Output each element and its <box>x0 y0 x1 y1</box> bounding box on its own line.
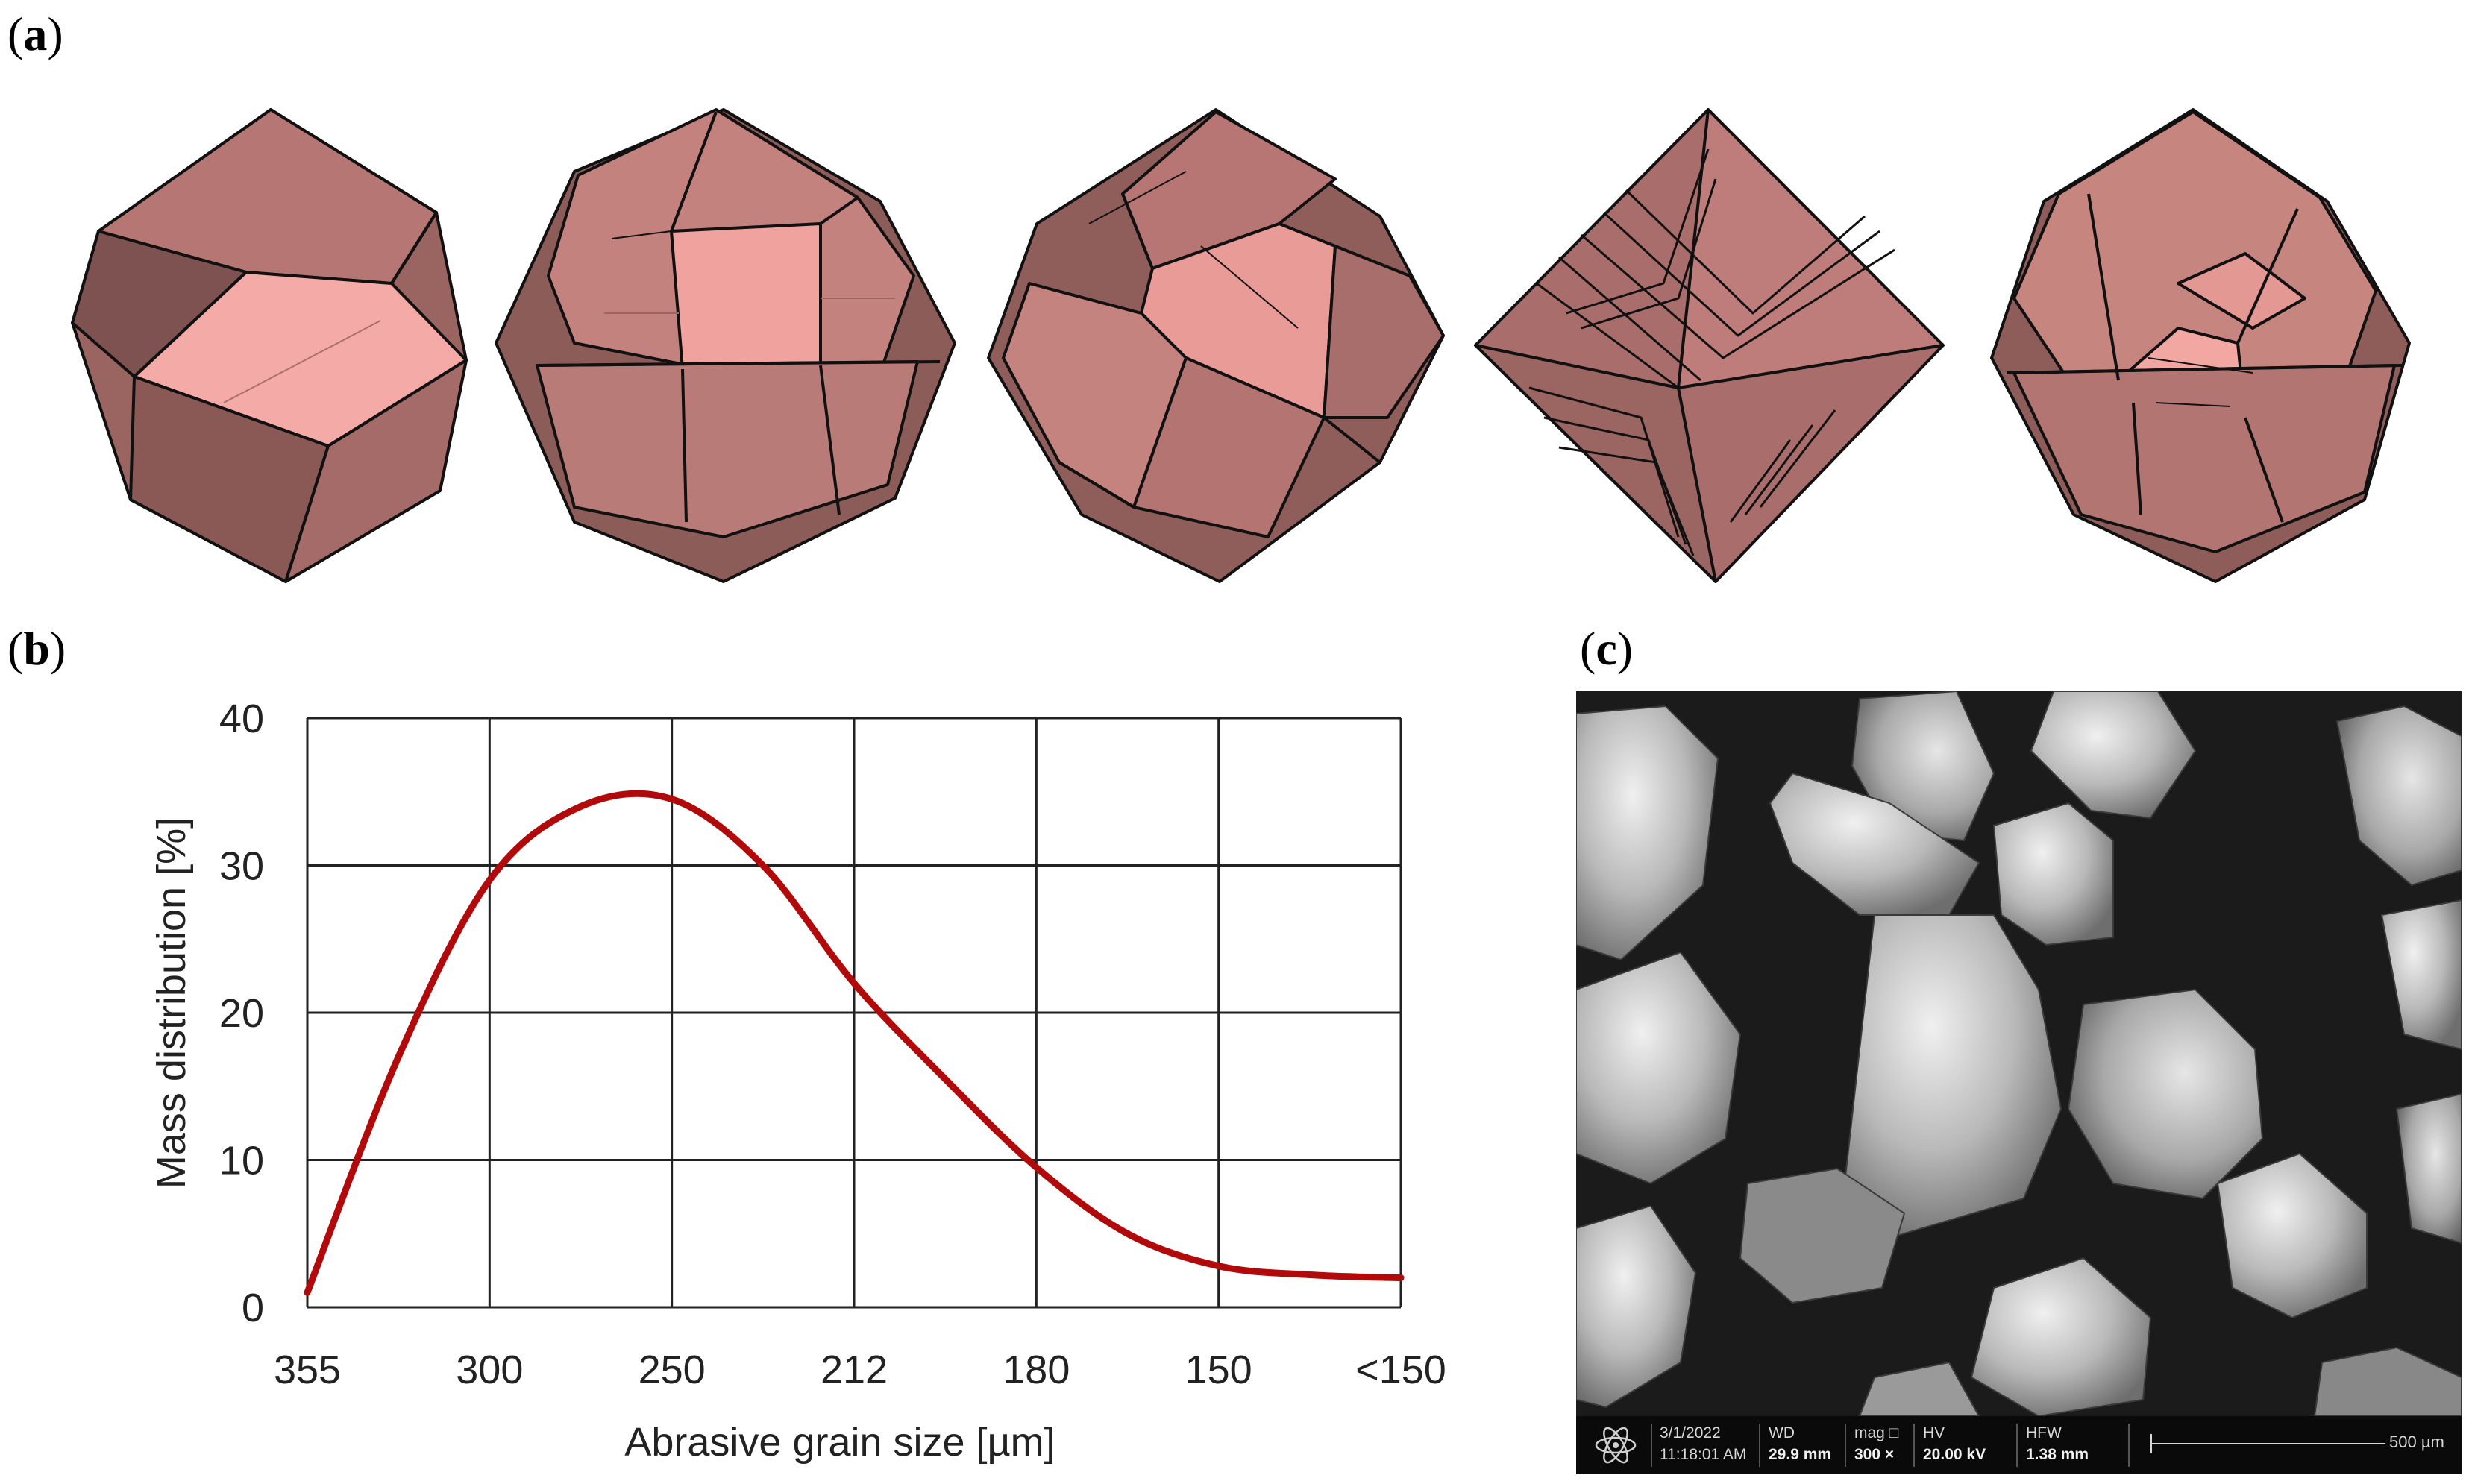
sem-mag: mag □ 300 × <box>1854 1424 1899 1463</box>
sem-grain <box>1970 1257 2152 1416</box>
sem-grain <box>1576 705 1719 961</box>
sem-grain <box>2030 691 2197 820</box>
sem-hv: HV 20.00 kV <box>1923 1424 1986 1463</box>
sem-scale-label: 500 µm <box>2389 1433 2444 1451</box>
layered-octahedral-crystal-icon <box>1474 108 1945 583</box>
series-line <box>304 790 1405 1296</box>
sem-grain <box>2335 705 2462 887</box>
atom-icon <box>1595 1427 1637 1464</box>
panel-label-b: (b) <box>7 622 66 675</box>
sem-grain <box>2216 1152 2368 1319</box>
chart-grid <box>306 717 1402 1309</box>
panel-label-a: (a) <box>7 7 63 60</box>
sem-grain <box>2313 1346 2462 1416</box>
x-tick-label: 250 <box>639 1348 706 1392</box>
panel-label-c: (c) <box>1580 622 1634 675</box>
x-tick-label: 355 <box>274 1348 341 1392</box>
crystal-panel <box>71 108 2411 583</box>
sem-info-bar: 3/1/2022 11:18:01 AM WD 29.9 mm mag □ 300 ×… <box>1576 1416 2462 1474</box>
sem-grain <box>2395 1092 2462 1245</box>
x-tick-label: 212 <box>821 1348 888 1392</box>
sem-wd: WD 29.9 mm <box>1769 1424 1832 1463</box>
sem-datetime: 3/1/2022 11:18:01 AM <box>1660 1424 1747 1463</box>
sem-grain <box>2380 899 2462 1051</box>
sem-micrograph: 3/1/2022 11:18:01 AM WD 29.9 mm mag □ 300 ×… <box>1576 691 2462 1474</box>
sem-hfw: HFW 1.38 mm <box>2026 1424 2089 1463</box>
sem-grain <box>1858 1361 1980 1416</box>
rhombic-dodecahedron-crystal-icon <box>71 108 468 583</box>
y-tick-label: 30 <box>219 844 264 889</box>
y-tick-label: 20 <box>219 991 264 1036</box>
sem-grain <box>1739 1167 1906 1304</box>
sem-grain <box>1992 802 2114 946</box>
sem-grain <box>2067 988 2264 1200</box>
chart-ticks: 355 300 250 212 180 150 <150 0 10 20 30 40 <box>219 697 1446 1392</box>
y-tick-label: 40 <box>219 697 264 741</box>
truncated-crystal-icon <box>495 108 956 583</box>
twinned-crystal-icon <box>987 108 1445 583</box>
sem-scale-tick-left <box>2150 1434 2152 1453</box>
sem-grain <box>1576 951 1742 1185</box>
y-tick-label: 10 <box>219 1139 264 1183</box>
y-axis-label: Mass distribution [%] <box>149 817 194 1189</box>
x-axis-label: Abrasive grain size [µm] <box>624 1420 1055 1465</box>
y-tick-label: 0 <box>242 1286 264 1330</box>
grain-size-chart: 355 300 250 212 180 150 <150 0 10 20 30 40 Abrasive… <box>149 697 1446 1465</box>
sem-grains <box>1576 691 2462 1416</box>
x-tick-label: <150 <box>1355 1348 1446 1392</box>
sem-grain <box>1843 914 2062 1237</box>
x-tick-label: 150 <box>1185 1348 1252 1392</box>
sem-grain <box>1576 1204 1697 1409</box>
truncated-octahedron-crystal-icon <box>1990 108 2411 583</box>
x-tick-label: 300 <box>456 1348 523 1392</box>
x-tick-label: 180 <box>1003 1348 1070 1392</box>
sem-scale-bar <box>2150 1443 2385 1444</box>
